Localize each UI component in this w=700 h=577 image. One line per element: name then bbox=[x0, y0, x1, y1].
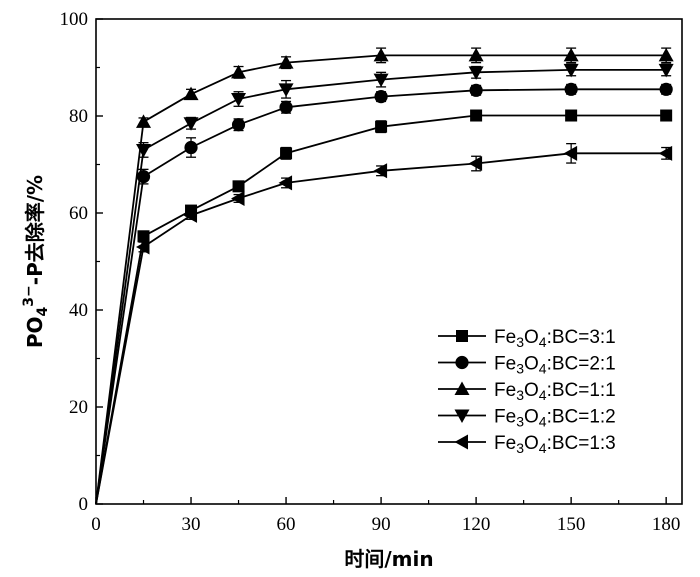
data-point bbox=[136, 114, 152, 128]
data-point bbox=[280, 147, 293, 160]
data-point bbox=[373, 73, 389, 88]
legend-label: Fe3O4:BC=3:1 bbox=[494, 327, 616, 350]
y-axis-title-main: PO bbox=[23, 316, 47, 348]
plot-frame bbox=[95, 18, 683, 505]
data-point bbox=[468, 156, 483, 172]
legend-entry-1: Fe3O4:BC=3:1 bbox=[438, 327, 616, 350]
x-tick-label: 0 bbox=[91, 514, 101, 535]
data-point bbox=[470, 109, 483, 122]
legend-entry-3: Fe3O4:BC=1:1 bbox=[438, 380, 616, 403]
data-point bbox=[183, 207, 198, 223]
data-point bbox=[278, 175, 293, 191]
legend-label: Fe3O4:BC=1:1 bbox=[494, 380, 616, 403]
data-point bbox=[231, 93, 247, 107]
axis-labels: 时间/min PO43−-P去除率/% bbox=[21, 175, 434, 571]
data-point bbox=[278, 83, 294, 97]
plot-area bbox=[95, 18, 683, 505]
data-point bbox=[231, 118, 246, 132]
x-tick-label: 90 bbox=[372, 514, 391, 535]
series-3 bbox=[95, 47, 674, 505]
legend-marker bbox=[454, 434, 468, 450]
y-tick-label: 0 bbox=[79, 494, 89, 515]
y-axis-title-rest: -P去除率/% bbox=[23, 175, 47, 285]
data-point bbox=[565, 109, 578, 122]
data-point bbox=[137, 230, 150, 243]
data-point bbox=[231, 64, 247, 79]
y-axis-title-superscript: 3− bbox=[21, 285, 37, 306]
data-point bbox=[469, 83, 483, 97]
series-1 bbox=[95, 109, 673, 505]
series-5 bbox=[95, 142, 673, 505]
data-point bbox=[373, 163, 388, 179]
legend-entry-5: Fe3O4:BC=1:3 bbox=[438, 433, 616, 456]
data-point bbox=[564, 82, 578, 96]
data-point bbox=[232, 180, 245, 193]
data-point bbox=[468, 66, 484, 80]
legend-marker bbox=[454, 409, 470, 423]
y-axis-title-subscript: 4 bbox=[35, 306, 51, 316]
series-2 bbox=[95, 82, 673, 505]
data-point bbox=[279, 100, 293, 114]
legend-label: Fe3O4:BC=1:2 bbox=[494, 407, 616, 430]
y-tick-label: 20 bbox=[69, 397, 88, 418]
x-tick-label: 120 bbox=[462, 514, 491, 535]
series-4 bbox=[95, 63, 674, 505]
data-point bbox=[183, 86, 199, 101]
data-point bbox=[563, 145, 578, 161]
data-point bbox=[136, 239, 150, 255]
legend-label: Fe3O4:BC=2:1 bbox=[494, 354, 616, 377]
data-point bbox=[278, 55, 294, 69]
data-point bbox=[373, 47, 389, 62]
legend-entry-2: Fe3O4:BC=2:1 bbox=[438, 354, 616, 377]
y-tick-label: 100 bbox=[60, 9, 89, 30]
x-tick-label: 180 bbox=[652, 514, 681, 535]
x-tick-label: 150 bbox=[557, 514, 586, 535]
data-point bbox=[231, 190, 245, 206]
data-point bbox=[563, 47, 579, 62]
data-point bbox=[660, 109, 673, 122]
legend-marker bbox=[456, 330, 468, 342]
data-point bbox=[658, 63, 674, 78]
data-point bbox=[183, 117, 199, 131]
data-point bbox=[658, 145, 673, 161]
legend-entry-4: Fe3O4:BC=1:2 bbox=[438, 407, 616, 430]
data-series bbox=[95, 47, 674, 505]
legend-marker bbox=[455, 355, 469, 370]
data-point bbox=[658, 47, 674, 62]
x-tick-label: 60 bbox=[277, 514, 296, 535]
data-point bbox=[374, 90, 388, 104]
y-tick-label: 80 bbox=[69, 106, 88, 127]
legend: Fe3O4:BC=3:1 Fe3O4:BC=2:1 Fe3O4:BC=1:1 Fe3O… bbox=[438, 327, 616, 456]
data-point bbox=[659, 82, 673, 96]
x-axis-title: 时间/min bbox=[344, 547, 433, 571]
data-point bbox=[136, 143, 152, 158]
y-axis-title: PO43−-P去除率/% bbox=[21, 175, 51, 348]
data-point bbox=[375, 120, 388, 133]
legend-marker bbox=[454, 381, 470, 395]
data-point bbox=[468, 47, 484, 62]
axis-ticks: 0 30 60 90 120 150 180 0 20 40 60 80 100 bbox=[60, 9, 681, 535]
legend-label: Fe3O4:BC=1:3 bbox=[494, 433, 616, 456]
y-tick-label: 40 bbox=[69, 300, 88, 321]
y-tick-label: 60 bbox=[69, 203, 88, 224]
data-point bbox=[563, 63, 579, 78]
x-tick-label: 30 bbox=[182, 514, 201, 535]
data-point bbox=[184, 140, 198, 155]
